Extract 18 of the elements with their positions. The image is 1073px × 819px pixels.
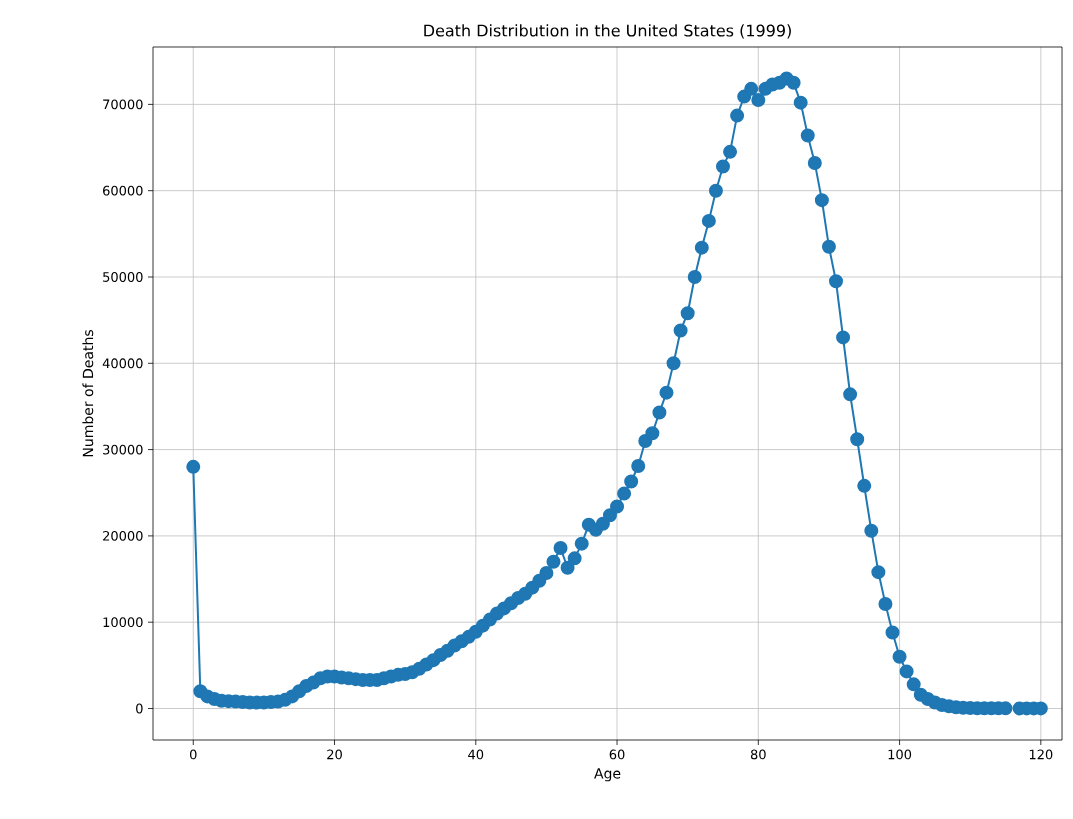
x-tick-label: 100 bbox=[888, 749, 912, 760]
y-tick-label: 70000 bbox=[103, 99, 143, 110]
x-tick-label: 0 bbox=[189, 749, 197, 760]
y-tick-label: 10000 bbox=[103, 617, 143, 628]
x-axis-title: Age bbox=[594, 768, 621, 782]
x-tick-label: 20 bbox=[327, 749, 342, 760]
y-tick-label: 60000 bbox=[103, 185, 143, 196]
y-tick-label: 0 bbox=[136, 703, 143, 714]
y-axis-title: Number of Deaths bbox=[82, 330, 94, 457]
x-tick-label: 60 bbox=[609, 749, 625, 760]
x-tick-label: 80 bbox=[750, 749, 766, 760]
y-tick-label: 30000 bbox=[103, 444, 143, 455]
y-tick-label: 20000 bbox=[103, 530, 143, 541]
y-tick-label: 40000 bbox=[102, 358, 143, 369]
x-tick-label: 40 bbox=[468, 749, 484, 760]
chart-title: Death Distribution in the United States (1999) bbox=[424, 24, 791, 39]
y-tick-label: 50000 bbox=[103, 272, 143, 282]
x-tick-label: 120 bbox=[1029, 749, 1053, 760]
